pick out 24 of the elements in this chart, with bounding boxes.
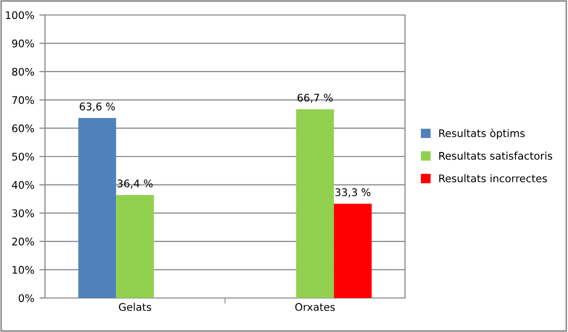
x-tick-label: Orxates <box>295 303 335 311</box>
y-tick-label: 70% <box>12 96 34 104</box>
bar <box>78 118 116 298</box>
data-label: 33,3 % <box>335 188 370 198</box>
y-tick-label: 60% <box>12 124 34 132</box>
y-tick-label: 80% <box>12 68 34 76</box>
data-label: 63,6 % <box>80 102 115 112</box>
legend-label: Resultats incorrectes <box>439 174 547 182</box>
bar <box>334 204 372 298</box>
legend-label: Resultats òptims <box>439 128 525 140</box>
y-tick-label: 90% <box>12 40 34 48</box>
y-tick-label: 30% <box>12 209 34 218</box>
y-tick-label: 0% <box>18 294 34 302</box>
bar <box>116 194 154 298</box>
y-tick-label: 10% <box>12 266 34 274</box>
y-tick-label: 50% <box>12 152 34 161</box>
bar <box>296 109 334 298</box>
y-tick-label: 40% <box>12 181 34 189</box>
y-tick-label: 20% <box>12 238 34 246</box>
data-label: 66,7 % <box>298 94 333 103</box>
x-tick-label: Gelats <box>118 302 152 311</box>
legend-label: Resultats satisfactoris <box>439 152 552 160</box>
data-label: 36,4 % <box>118 180 153 188</box>
y-tick-label: 100% <box>6 11 34 20</box>
